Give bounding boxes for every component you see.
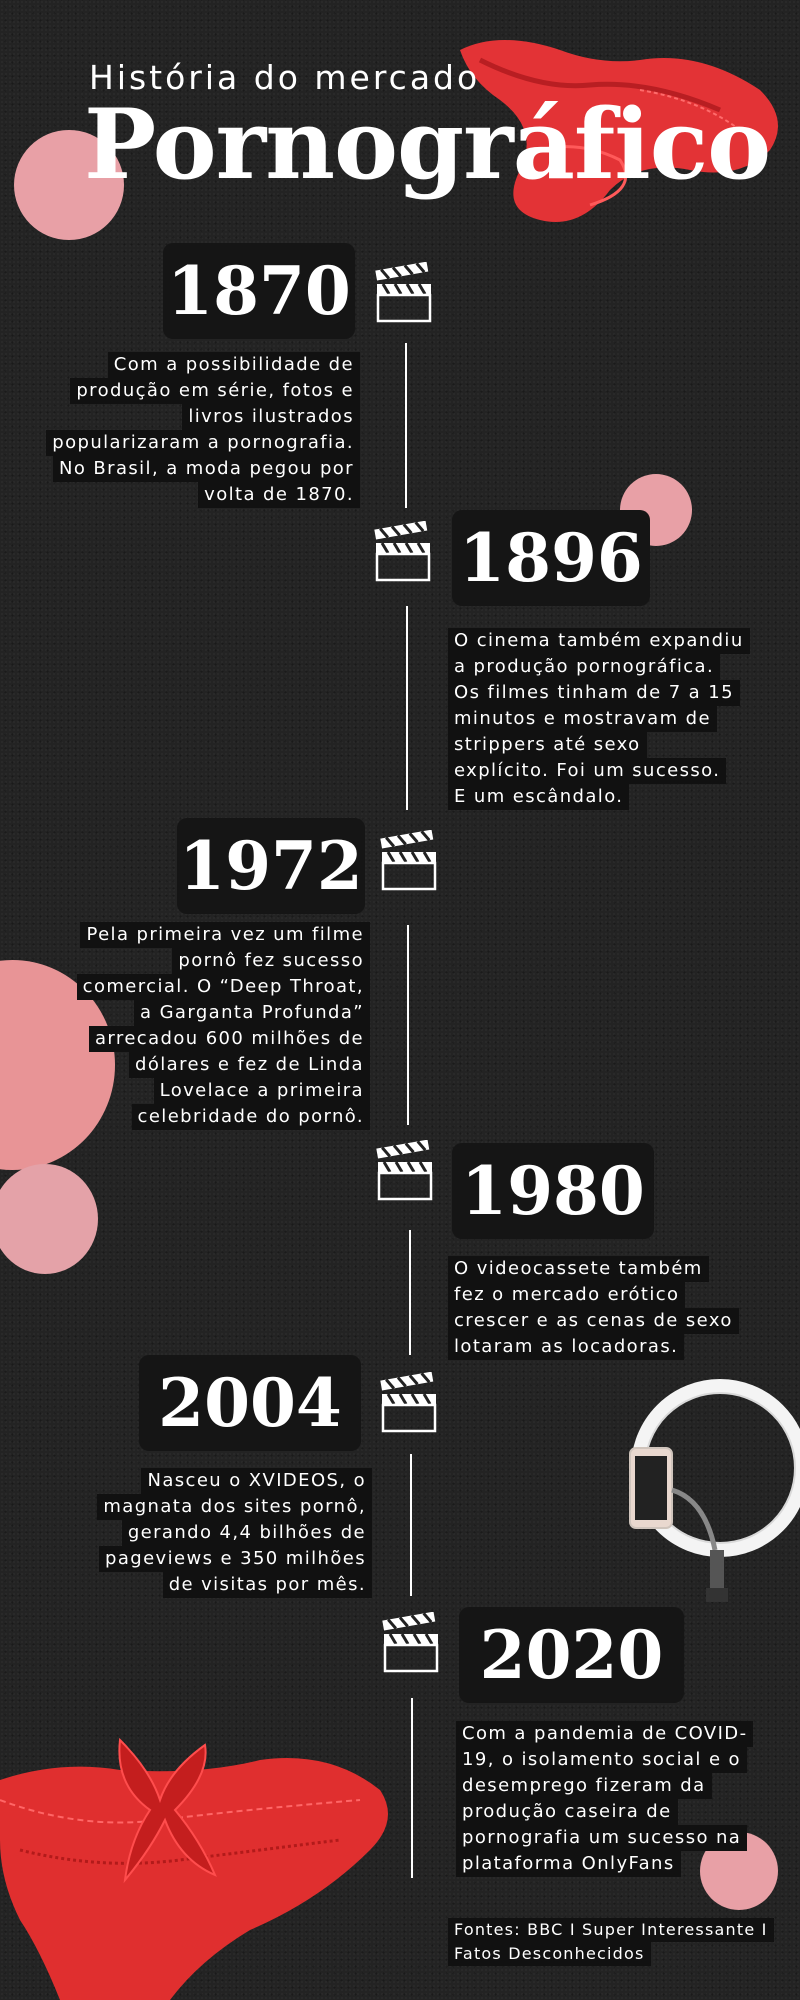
timeline-line: [405, 343, 407, 508]
clapperboard-icon: [374, 521, 431, 582]
page-title: Pornográfico: [84, 88, 771, 201]
timeline-line: [411, 1698, 413, 1878]
timeline-text-2020: Com a pandemia de COVID- 19, o isolament…: [456, 1721, 776, 1877]
timeline-line: [410, 1454, 412, 1596]
clapperboard-icon: [380, 830, 437, 891]
year-badge-2020: 2020: [459, 1607, 684, 1703]
page-subtitle: História do mercado: [89, 58, 481, 97]
sources-text: Fontes: BBC I Super Interessante I Fatos…: [448, 1918, 788, 1966]
year-badge-1870: 1870: [163, 243, 355, 339]
timeline-text-1870: Com a possibilidade de produção em série…: [40, 352, 360, 508]
clapperboard-icon: [375, 262, 432, 323]
ring-light-image: [629, 1379, 800, 1602]
timeline-line: [407, 925, 409, 1125]
year-badge-1972: 1972: [177, 818, 365, 914]
clapperboard-icon: [376, 1140, 433, 1201]
timeline-text-1972: Pela primeira vez um filme pornô fez suc…: [50, 922, 370, 1130]
timeline-text-1896: O cinema também expandiu a produção porn…: [448, 628, 768, 810]
clapperboard-icon: [380, 1372, 437, 1433]
decorative-circle: [0, 1164, 98, 1274]
red-lace-panties-image: [0, 1737, 388, 2000]
year-badge-2004: 2004: [139, 1355, 361, 1451]
timeline-text-2004: Nasceu o XVIDEOS, o magnata dos sites po…: [50, 1468, 372, 1598]
timeline-text-1980: O videocassete também fez o mercado erót…: [448, 1256, 768, 1360]
year-badge-1896: 1896: [452, 510, 650, 606]
timeline-line: [409, 1230, 411, 1355]
timeline-line: [406, 606, 408, 810]
clapperboard-icon: [382, 1612, 439, 1673]
red-lingerie-image: [460, 40, 778, 222]
year-badge-1980: 1980: [452, 1143, 654, 1239]
decorative-circle: [14, 130, 124, 240]
